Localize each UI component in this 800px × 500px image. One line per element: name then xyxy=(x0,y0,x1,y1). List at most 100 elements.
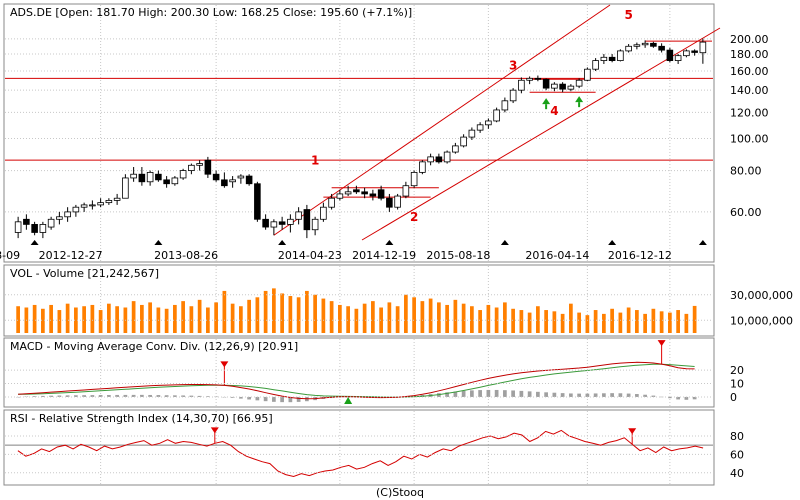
volume-bar xyxy=(131,301,136,333)
candle-body xyxy=(138,173,146,183)
candle-body xyxy=(303,209,311,231)
candle-body xyxy=(47,218,55,228)
volume-bar xyxy=(651,308,656,333)
candle-body xyxy=(460,136,467,147)
candle xyxy=(435,153,443,164)
period-marker xyxy=(30,240,39,245)
candle xyxy=(542,78,550,91)
candle-body xyxy=(311,218,319,231)
macd-histogram-bar xyxy=(49,395,53,397)
candle xyxy=(303,204,311,239)
period-marker xyxy=(278,240,287,245)
candle xyxy=(39,221,47,239)
macd-histogram-bar xyxy=(65,395,70,397)
volume-bar xyxy=(684,313,689,333)
candle-body xyxy=(617,50,624,61)
sell-marker xyxy=(220,361,229,368)
candle-body xyxy=(551,83,558,89)
volume-bar xyxy=(173,304,177,333)
candle xyxy=(97,198,104,208)
candle-body xyxy=(14,221,22,233)
macd-histogram-bar xyxy=(98,395,103,397)
candle-body xyxy=(584,68,591,81)
volume-bar xyxy=(230,303,235,333)
macd-histogram-bar xyxy=(659,396,664,398)
credit-label: (C)Stooq xyxy=(376,486,424,499)
candle xyxy=(658,43,665,53)
candle-body xyxy=(278,221,286,225)
candle-body xyxy=(501,100,509,111)
price-panel-frame xyxy=(3,3,715,263)
candle xyxy=(295,207,302,225)
macd-histogram-bar xyxy=(552,392,557,397)
rsi-tick-label: 80 xyxy=(730,430,744,443)
candle-body xyxy=(179,170,187,179)
volume-bar xyxy=(346,306,350,333)
candle xyxy=(212,170,220,182)
volume-bar xyxy=(164,308,169,333)
candle xyxy=(72,204,80,217)
candle xyxy=(617,49,624,62)
candle-body xyxy=(526,77,533,81)
volume-bar xyxy=(445,304,449,333)
candle xyxy=(287,214,294,233)
candle-body xyxy=(666,49,674,61)
volume-bar xyxy=(428,298,433,333)
period-marker xyxy=(154,240,163,245)
volume-bar xyxy=(239,306,243,333)
candle-body xyxy=(287,218,294,225)
candle-body xyxy=(171,177,179,185)
date-tick-label: 2017-08-09 xyxy=(0,249,20,262)
candle xyxy=(691,49,698,56)
volume-bar xyxy=(181,301,185,333)
candle xyxy=(699,38,707,64)
candle-body xyxy=(146,171,154,183)
candle xyxy=(196,160,203,171)
date-tick-label: 2016-12-12 xyxy=(608,249,672,262)
period-marker xyxy=(385,240,394,245)
candle-body xyxy=(534,77,542,80)
candle-body xyxy=(361,191,368,195)
volume-bar xyxy=(560,313,565,333)
macd-histogram-bar xyxy=(230,396,235,398)
volume-bar xyxy=(437,302,441,333)
candle-body xyxy=(328,197,335,208)
candle xyxy=(427,153,434,166)
volume-bar xyxy=(107,303,111,333)
macd-histogram-bar xyxy=(82,395,86,397)
candle-body xyxy=(559,83,566,90)
trend-line xyxy=(361,27,721,241)
macd-histogram-bar xyxy=(41,395,45,397)
macd-histogram-bar xyxy=(123,394,128,397)
candle xyxy=(113,193,121,205)
candle-body xyxy=(658,45,665,51)
macd-histogram-bar xyxy=(486,389,491,397)
macd-tick-label: 20 xyxy=(730,364,744,377)
macd-histogram-bar xyxy=(593,393,598,397)
candle xyxy=(402,181,410,199)
candle-body xyxy=(542,78,550,89)
candle xyxy=(47,216,55,230)
candle-body xyxy=(493,109,500,122)
macd-histogram-bar xyxy=(692,396,697,400)
candle xyxy=(311,216,319,236)
volume-bar xyxy=(41,308,45,333)
wave-label: 1 xyxy=(311,154,319,168)
volume-tick-label: 10,000,000 xyxy=(730,314,793,327)
volume-bar xyxy=(98,310,103,333)
volume-bar xyxy=(321,298,326,333)
volume-bar xyxy=(569,303,573,333)
candle-body xyxy=(64,211,71,218)
candle xyxy=(666,47,674,63)
macd-histogram-bar xyxy=(57,395,62,397)
candle xyxy=(674,54,682,64)
macd-histogram-bar xyxy=(577,393,581,397)
candle-body xyxy=(600,56,608,61)
candle-body xyxy=(674,55,682,61)
volume-bar xyxy=(371,301,375,333)
macd-histogram-bar xyxy=(263,396,268,402)
candle xyxy=(377,185,385,201)
candle xyxy=(23,214,30,230)
candle-body xyxy=(476,124,484,131)
volume-bar xyxy=(338,304,342,333)
